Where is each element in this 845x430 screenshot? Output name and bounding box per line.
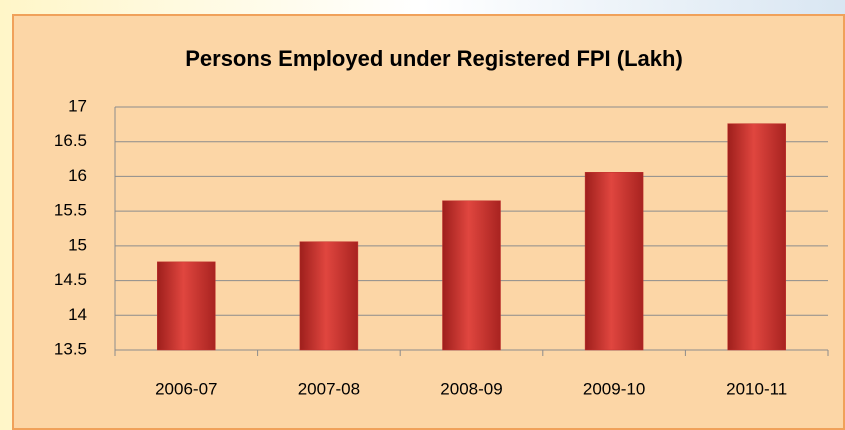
bar: [157, 261, 216, 351]
y-tick-label: 15.5: [54, 201, 87, 220]
x-tick-label: 2006-07: [155, 379, 217, 398]
y-tick-label: 14.5: [54, 270, 87, 289]
y-tick-label: 17: [68, 96, 87, 115]
y-tick-label: 16.5: [54, 131, 87, 150]
x-tick-label: 2008-09: [440, 379, 502, 398]
bar: [442, 200, 501, 351]
x-tick-label: 2010-11: [726, 379, 787, 398]
x-tick-label: 2007-08: [298, 379, 360, 398]
bar: [584, 172, 644, 351]
y-tick-label: 15: [68, 235, 87, 254]
chart-title: Persons Employed under Registered FPI (L…: [185, 46, 683, 71]
y-tick-label: 13.5: [54, 339, 87, 358]
bar: [299, 241, 359, 351]
bar: [727, 123, 786, 351]
y-tick-label: 16: [68, 166, 87, 185]
x-tick-label: 2009-10: [583, 379, 645, 398]
chart-box: [12, 14, 845, 430]
y-tick-label: 14: [68, 305, 87, 324]
